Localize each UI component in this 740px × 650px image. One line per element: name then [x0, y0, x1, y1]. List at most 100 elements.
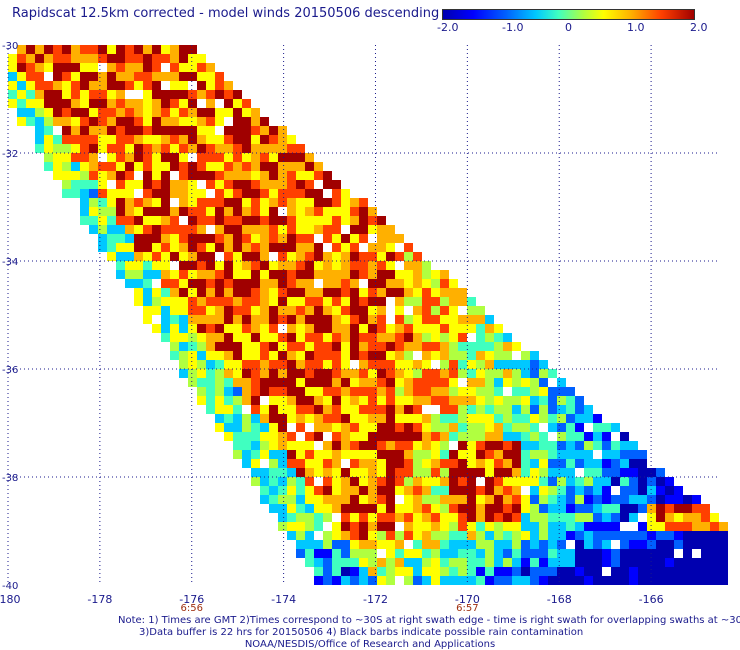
wind-difference-cell: [323, 468, 332, 477]
wind-difference-cell: [125, 252, 134, 261]
wind-difference-cell: [485, 342, 494, 351]
wind-difference-cell: [269, 378, 278, 387]
wind-difference-cell: [233, 126, 242, 135]
wind-difference-cell: [458, 333, 467, 342]
wind-difference-cell: [395, 567, 404, 576]
wind-difference-cell: [341, 378, 350, 387]
wind-difference-cell: [242, 198, 251, 207]
wind-difference-cell: [269, 135, 278, 144]
wind-difference-cell: [341, 576, 350, 585]
wind-difference-cell: [251, 189, 260, 198]
wind-difference-cell: [53, 72, 62, 81]
wind-difference-cell: [503, 549, 512, 558]
wind-difference-cell: [656, 549, 665, 558]
wind-difference-cell: [161, 261, 170, 270]
wind-difference-cell: [530, 504, 539, 513]
wind-difference-cell: [107, 162, 116, 171]
wind-difference-cell: [557, 495, 566, 504]
wind-difference-cell: [593, 477, 602, 486]
wind-difference-cell: [143, 297, 152, 306]
wind-difference-cell: [647, 468, 656, 477]
wind-difference-cell: [152, 252, 161, 261]
wind-difference-cell: [395, 477, 404, 486]
wind-difference-cell: [620, 477, 629, 486]
wind-difference-cell: [116, 207, 125, 216]
wind-difference-cell: [476, 441, 485, 450]
wind-difference-cell: [251, 270, 260, 279]
wind-difference-cell: [98, 72, 107, 81]
wind-difference-cell: [512, 468, 521, 477]
wind-difference-cell: [305, 522, 314, 531]
wind-difference-cell: [359, 405, 368, 414]
wind-difference-cell: [188, 252, 197, 261]
wind-difference-cell: [458, 549, 467, 558]
wind-difference-cell: [629, 468, 638, 477]
wind-difference-cell: [98, 162, 107, 171]
wind-difference-cell: [143, 270, 152, 279]
wind-difference-cell: [350, 261, 359, 270]
wind-difference-cell: [314, 189, 323, 198]
wind-difference-cell: [440, 522, 449, 531]
wind-difference-cell: [404, 279, 413, 288]
wind-difference-cell: [422, 441, 431, 450]
wind-difference-cell: [305, 495, 314, 504]
wind-difference-cell: [638, 477, 647, 486]
wind-difference-cell: [233, 387, 242, 396]
wind-difference-cell: [170, 279, 179, 288]
wind-difference-cell: [125, 279, 134, 288]
wind-difference-cell: [296, 288, 305, 297]
wind-difference-cell: [557, 576, 566, 585]
wind-difference-cell: [521, 495, 530, 504]
wind-difference-cell: [530, 558, 539, 567]
wind-difference-cell: [89, 144, 98, 153]
wind-difference-cell: [197, 63, 206, 72]
wind-difference-cell: [332, 522, 341, 531]
wind-difference-cell: [269, 324, 278, 333]
wind-difference-cell: [332, 252, 341, 261]
wind-difference-cell: [467, 306, 476, 315]
wind-difference-cell: [278, 423, 287, 432]
wind-difference-cell: [548, 459, 557, 468]
wind-difference-cell: [62, 135, 71, 144]
wind-difference-cell: [260, 333, 269, 342]
wind-difference-cell: [404, 450, 413, 459]
wind-difference-cell: [359, 396, 368, 405]
wind-difference-cell: [224, 378, 233, 387]
wind-difference-cell: [665, 558, 674, 567]
wind-difference-cell: [233, 441, 242, 450]
wind-difference-cell: [341, 207, 350, 216]
wind-difference-cell: [332, 279, 341, 288]
wind-difference-cell: [566, 567, 575, 576]
wind-difference-cell: [485, 324, 494, 333]
wind-difference-cell: [269, 315, 278, 324]
wind-difference-cell: [116, 234, 125, 243]
wind-difference-cell: [512, 342, 521, 351]
wind-difference-cell: [296, 234, 305, 243]
wind-difference-cell: [422, 567, 431, 576]
wind-difference-cell: [422, 333, 431, 342]
wind-difference-cell: [521, 540, 530, 549]
wind-difference-cell: [251, 207, 260, 216]
wind-difference-cell: [125, 99, 134, 108]
wind-difference-cell: [701, 513, 710, 522]
wind-difference-cell: [161, 90, 170, 99]
wind-difference-cell: [125, 126, 134, 135]
wind-difference-cell: [197, 189, 206, 198]
wind-difference-cell: [332, 558, 341, 567]
wind-difference-cell: [62, 63, 71, 72]
wind-difference-cell: [674, 540, 683, 549]
wind-difference-cell: [143, 162, 152, 171]
longitude-tick-label: -176: [179, 593, 204, 606]
wind-difference-cell: [350, 288, 359, 297]
wind-difference-cell: [80, 81, 89, 90]
wind-difference-cell: [386, 486, 395, 495]
wind-difference-cell: [503, 369, 512, 378]
wind-difference-cell: [197, 198, 206, 207]
wind-difference-cell: [242, 459, 251, 468]
wind-difference-cell: [161, 45, 170, 54]
wind-difference-cell: [269, 477, 278, 486]
wind-difference-cell: [332, 441, 341, 450]
wind-difference-cell: [233, 324, 242, 333]
wind-difference-cell: [575, 432, 584, 441]
wind-difference-cell: [314, 306, 323, 315]
